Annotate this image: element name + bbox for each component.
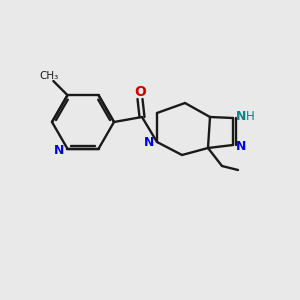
Text: O: O [134,85,146,99]
Text: N: N [54,144,65,157]
Text: H: H [246,110,254,122]
Text: N: N [236,140,246,152]
Text: N: N [144,136,154,149]
Text: CH₃: CH₃ [40,71,59,81]
Text: N: N [236,110,246,122]
